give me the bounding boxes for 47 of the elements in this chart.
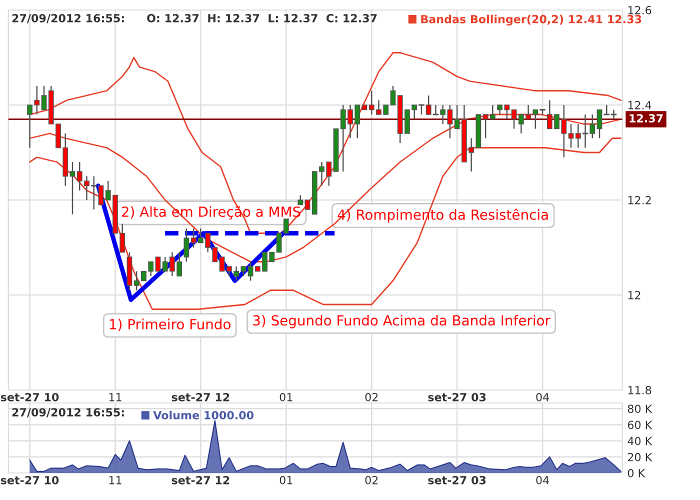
candlestick: [447, 104, 453, 139]
x-tick-label: set-27 03: [428, 392, 486, 402]
y-tick-label: 40 K: [628, 436, 652, 446]
x-tick-label: set-27 10: [0, 392, 59, 402]
x-tick-label: set-27 12: [172, 392, 230, 402]
annotation: 1) Primeiro Fundo: [110, 318, 230, 332]
annotation: 27/09/2012 16:55:: [12, 408, 124, 418]
candlestick: [219, 256, 225, 272]
x-tick-label: set-27 03: [428, 476, 486, 484]
candlestick: [304, 200, 310, 210]
y-tick-label: 11.8: [628, 386, 652, 394]
annotation: O: 12.37 H: 12.37 L: 12.37 C: 12.37: [147, 14, 377, 22]
x-tick-label: 01: [280, 476, 292, 484]
legend-label: Bandas Bollinger(20,2) 12.41 12.33: [421, 14, 642, 26]
candlestick: [248, 261, 254, 282]
annotation: 3) Segundo Fundo Acima da Banda Inferior: [253, 314, 550, 328]
y-tick-label: 12.4: [628, 100, 652, 110]
x-tick-label: 04: [536, 392, 549, 402]
x-tick-label: set-27 12: [172, 476, 230, 484]
candlestick: [276, 232, 282, 253]
y-tick-label: 12.6: [628, 6, 652, 14]
candlestick: [511, 109, 517, 130]
x-tick-label: 02: [365, 476, 378, 484]
candlestick: [283, 218, 289, 234]
candlestick: [155, 256, 161, 272]
x-tick-label: 01: [280, 392, 292, 402]
candlestick: [41, 85, 47, 110]
x-tick-label: set-27 10: [0, 476, 59, 484]
x-tick-label: 11: [109, 476, 122, 484]
annotation: 27/09/2012 16:55:: [12, 14, 124, 24]
y-tick-label: 20 K: [628, 452, 652, 462]
y-tick-label: 0 K: [628, 468, 646, 478]
y-tick-label: 12.2: [628, 196, 651, 204]
y-tick-label: 80 K: [628, 404, 652, 414]
candlestick: [184, 228, 190, 262]
x-tick-label: 02: [365, 392, 378, 402]
x-tick-label: 11: [109, 393, 122, 402]
legend-label: Volume 1000.00: [153, 410, 254, 420]
candlestick: [568, 123, 574, 148]
y-tick-label: 12: [628, 290, 640, 300]
candlestick: [390, 85, 396, 106]
line-series: [29, 138, 622, 310]
candlestick: [298, 194, 304, 206]
y-tick-label: 60 K: [628, 420, 652, 430]
candlestick: [70, 161, 76, 215]
ref-line-label: 12.37: [630, 114, 663, 122]
x-tick-label: 04: [536, 476, 549, 484]
